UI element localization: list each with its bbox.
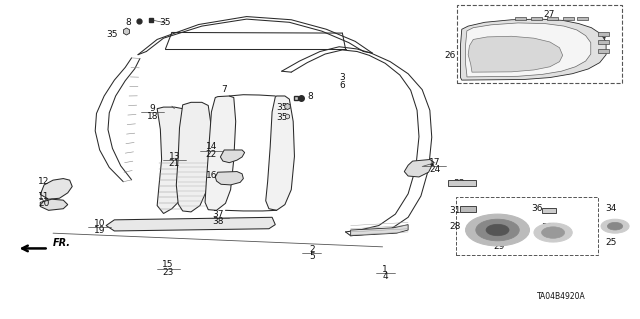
Polygon shape [351,225,408,236]
Text: 35: 35 [107,30,118,39]
Bar [531,17,542,20]
Text: 37: 37 [212,210,223,219]
Text: TA04B4920A: TA04B4920A [537,292,586,301]
Text: 24: 24 [429,166,440,174]
Circle shape [202,222,209,226]
Polygon shape [40,199,68,210]
Circle shape [156,222,164,226]
Text: 35: 35 [276,103,287,112]
Bar [547,17,558,20]
Text: 27: 27 [543,10,554,19]
Text: 21: 21 [169,159,180,168]
Text: 16: 16 [205,171,217,180]
Circle shape [133,222,141,226]
Circle shape [168,222,175,226]
Text: 12: 12 [38,177,50,186]
Text: 31: 31 [450,206,461,215]
Circle shape [601,219,629,233]
Text: 28: 28 [450,222,461,231]
Circle shape [190,222,198,226]
Bar [577,17,588,20]
Text: 27: 27 [595,38,607,47]
Text: 22: 22 [206,150,217,159]
Polygon shape [205,96,236,210]
Text: 14: 14 [205,142,217,151]
Text: 30: 30 [541,223,552,232]
Circle shape [145,222,152,226]
Text: 10: 10 [94,219,106,228]
Circle shape [466,214,529,246]
Circle shape [122,222,129,226]
Circle shape [541,227,564,238]
Bar [598,32,609,36]
Text: 19: 19 [94,226,106,235]
Circle shape [248,222,255,226]
Circle shape [179,222,186,226]
Circle shape [607,222,623,230]
Text: 35: 35 [160,19,172,27]
Text: 8: 8 [125,19,131,27]
Text: 33: 33 [454,179,465,188]
Text: 9: 9 [150,104,156,113]
Polygon shape [176,102,211,212]
Circle shape [534,223,572,242]
Bar [461,206,476,212]
Circle shape [476,219,519,241]
Polygon shape [157,107,191,213]
Text: 7: 7 [221,85,227,94]
Text: 6: 6 [339,81,345,90]
Polygon shape [466,23,591,77]
Circle shape [236,222,244,226]
Bar [515,17,526,20]
Polygon shape [106,217,275,231]
Text: 34: 34 [605,204,616,213]
Circle shape [259,222,267,226]
Text: FR.: FR. [53,238,71,248]
Text: 15: 15 [163,260,174,270]
Bar [598,40,609,44]
Text: 36: 36 [531,204,543,213]
Polygon shape [266,96,294,210]
Text: 38: 38 [212,217,223,226]
Text: 25: 25 [605,238,616,247]
Text: 29: 29 [493,242,504,251]
Text: 23: 23 [163,268,173,277]
Bar [563,17,574,20]
Text: 26: 26 [444,51,455,60]
Circle shape [213,222,221,226]
Polygon shape [461,19,606,80]
FancyBboxPatch shape [456,197,598,256]
Polygon shape [404,160,434,177]
Text: 20: 20 [38,199,50,208]
Bar [448,180,476,187]
Text: 11: 11 [38,191,50,201]
Polygon shape [40,179,72,199]
Text: 35: 35 [276,113,287,122]
Text: 5: 5 [309,252,315,261]
Bar [542,208,556,213]
Polygon shape [215,172,243,185]
Text: 32: 32 [605,223,616,232]
Text: 2: 2 [309,245,314,254]
Circle shape [225,222,232,226]
Text: 4: 4 [382,272,388,281]
Text: 18: 18 [147,112,159,121]
Text: 3: 3 [339,73,345,82]
Bar [598,49,609,53]
FancyBboxPatch shape [458,5,622,83]
Polygon shape [220,150,244,163]
Text: 1: 1 [382,264,388,274]
Text: 8: 8 [308,92,314,101]
Text: 17: 17 [429,158,441,167]
Circle shape [486,224,509,236]
Text: 13: 13 [169,152,180,161]
Polygon shape [468,36,563,72]
